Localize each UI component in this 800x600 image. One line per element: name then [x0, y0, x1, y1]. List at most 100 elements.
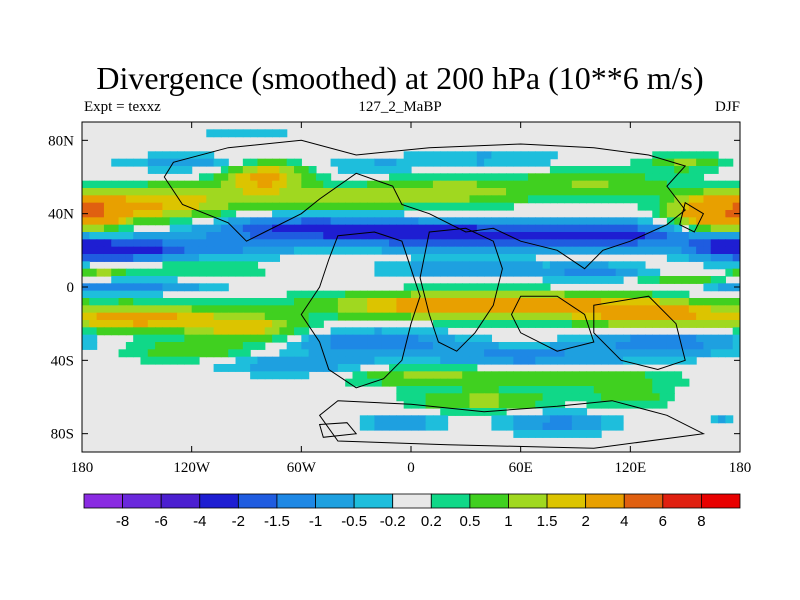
field-cell — [469, 246, 478, 255]
field-cell — [396, 290, 405, 299]
field-cell — [659, 305, 668, 314]
field-cell — [608, 290, 617, 299]
field-cell — [359, 298, 368, 306]
field-cell — [286, 342, 295, 350]
field-cell — [542, 393, 551, 402]
field-cell — [506, 246, 514, 255]
colorbar: -8 -6 -4 -2 -1.5 -1 -0.5 -0.2 0.2 0.5 1 1.5 2 4 6 8 — [83, 493, 741, 530]
field-cell — [506, 356, 514, 365]
field-cell — [718, 342, 726, 350]
field-cell — [381, 202, 390, 211]
field-cell — [425, 283, 434, 292]
field-cell — [688, 166, 697, 174]
field-cell — [440, 364, 449, 372]
field-cell — [264, 188, 273, 196]
field-cell — [732, 320, 740, 328]
field-cell — [469, 195, 478, 204]
field-cell — [542, 283, 551, 292]
field-cell — [710, 151, 719, 160]
field-cell — [608, 276, 617, 284]
field-cell — [162, 305, 171, 314]
field-cell — [169, 202, 178, 211]
field-cell — [703, 151, 712, 160]
field-cell — [425, 386, 434, 394]
colorbar-swatch — [199, 493, 239, 509]
field-cell — [491, 298, 500, 306]
field-cell — [367, 371, 376, 380]
field-cell — [82, 305, 90, 314]
field-cell — [564, 320, 573, 328]
field-cell — [425, 239, 434, 248]
field-cell — [345, 166, 354, 174]
field-cell — [279, 210, 288, 218]
field-cell — [228, 327, 237, 336]
field-cell — [688, 151, 697, 160]
field-cell — [418, 180, 427, 189]
field-cell — [359, 312, 368, 321]
field-cell — [264, 312, 273, 321]
field-cell — [125, 188, 134, 196]
field-cell — [652, 246, 661, 255]
field-cell — [659, 210, 668, 218]
field-cell — [294, 305, 302, 314]
field-cell — [279, 327, 288, 336]
field-cell — [374, 290, 383, 299]
field-cell — [520, 342, 529, 350]
field-cell — [462, 305, 471, 314]
field-cell — [469, 312, 478, 321]
field-cell — [345, 290, 354, 299]
field-cell — [586, 349, 595, 358]
field-cell — [374, 334, 383, 343]
field-cell — [111, 239, 120, 248]
field-cell — [593, 276, 602, 284]
field-cell — [125, 180, 134, 189]
field-cell — [637, 400, 646, 409]
field-cell — [725, 312, 734, 321]
field-cell — [367, 246, 376, 255]
field-cell — [389, 188, 397, 196]
field-cell — [396, 298, 405, 306]
field-cell — [381, 195, 390, 204]
field-cell — [586, 430, 595, 438]
field-cell — [469, 334, 478, 343]
field-cell — [593, 371, 602, 380]
field-cell — [345, 217, 354, 226]
field-cell — [279, 217, 288, 226]
field-cell — [198, 298, 207, 306]
field-cell — [549, 400, 558, 409]
field-cell — [155, 290, 164, 299]
field-cell — [396, 364, 405, 372]
field-cell — [315, 202, 324, 211]
field-cell — [469, 298, 478, 306]
field-cell — [418, 305, 427, 314]
field-cell — [549, 305, 558, 314]
field-cell — [447, 173, 456, 182]
field-cell — [89, 334, 98, 343]
field-cell — [469, 239, 478, 248]
field-cell — [652, 342, 661, 350]
field-cell — [674, 151, 683, 160]
field-cell — [462, 188, 471, 196]
field-cell — [396, 180, 405, 189]
field-cell — [381, 166, 390, 174]
field-cell — [403, 180, 412, 189]
field-cell — [118, 327, 127, 336]
field-cell — [411, 268, 419, 277]
field-cell — [140, 334, 149, 343]
field-cell — [250, 180, 259, 189]
field-cell — [213, 129, 222, 138]
field-cell — [506, 305, 514, 314]
field-cell — [118, 276, 127, 284]
field-cell — [681, 254, 690, 262]
field-cell — [718, 202, 726, 211]
field-cell — [659, 298, 668, 306]
field-cell — [220, 254, 229, 262]
field-cell — [191, 327, 200, 336]
field-cell — [257, 371, 266, 380]
field-cell — [696, 276, 705, 284]
field-cell — [155, 158, 164, 167]
field-cell — [637, 166, 646, 174]
field-cell — [623, 305, 631, 314]
field-cell — [703, 195, 712, 204]
field-cell — [198, 320, 207, 328]
